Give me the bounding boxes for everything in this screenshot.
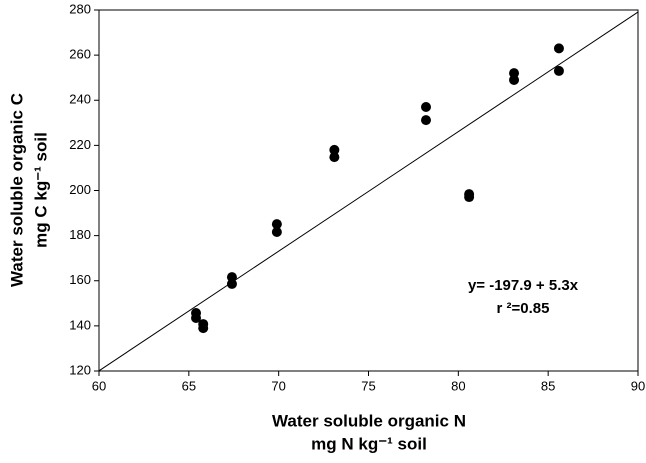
x-axis-label: Water soluble organic N bbox=[272, 411, 466, 430]
x-tick-label: 75 bbox=[361, 378, 375, 393]
point bbox=[191, 312, 202, 323]
x-tick-label: 70 bbox=[271, 378, 285, 393]
point bbox=[553, 65, 564, 76]
y-tick-label: 160 bbox=[69, 272, 91, 287]
point bbox=[509, 74, 520, 85]
point bbox=[464, 192, 475, 203]
y-tick-label: 120 bbox=[69, 362, 91, 377]
point bbox=[198, 323, 209, 334]
x-tick-label: 90 bbox=[631, 378, 645, 393]
point bbox=[329, 144, 340, 155]
r-squared: r ²=0.85 bbox=[497, 300, 550, 317]
y-tick-label: 200 bbox=[69, 182, 91, 197]
x-tick-label: 80 bbox=[451, 378, 465, 393]
point bbox=[329, 152, 340, 163]
y-tick-label: 220 bbox=[69, 137, 91, 152]
point bbox=[271, 227, 282, 238]
equation: y= -197.9 + 5.3x bbox=[468, 277, 579, 294]
y-tick-label: 240 bbox=[69, 92, 91, 107]
y-tick-label: 140 bbox=[69, 317, 91, 332]
y-axis-label: mg C kg⁻¹ soil bbox=[31, 132, 50, 248]
x-axis-label: mg N kg⁻¹ soil bbox=[311, 434, 427, 453]
point bbox=[553, 43, 564, 54]
point bbox=[226, 278, 237, 289]
y-tick-label: 180 bbox=[69, 227, 91, 242]
x-tick-label: 65 bbox=[182, 378, 196, 393]
regression-line bbox=[98, 11, 639, 372]
point bbox=[420, 115, 431, 126]
y-tick-label: 260 bbox=[69, 47, 91, 62]
x-tick-label: 60 bbox=[92, 378, 106, 393]
y-tick-label: 280 bbox=[69, 1, 91, 16]
x-tick-label: 85 bbox=[541, 378, 555, 393]
point bbox=[271, 219, 282, 230]
point bbox=[420, 102, 431, 113]
y-axis-label: Water soluble organic C bbox=[7, 93, 26, 287]
